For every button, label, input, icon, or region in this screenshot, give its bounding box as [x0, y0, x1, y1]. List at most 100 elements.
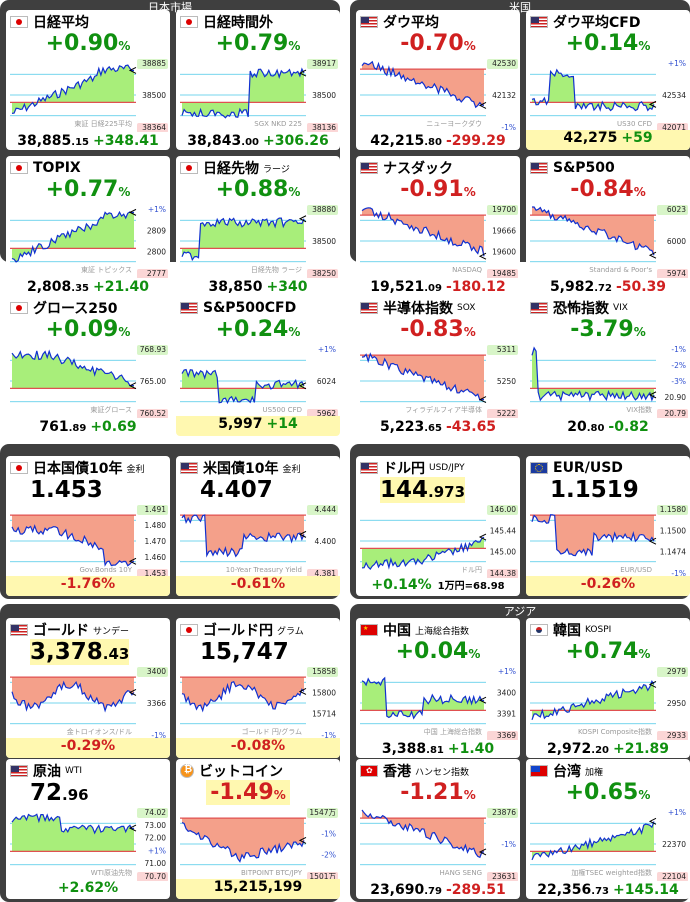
market-card-oil[interactable]: 原油 WTI 72.96 WTI原油先物 74.02 73.00 72.00 +1% 71.00…: [6, 759, 170, 899]
instrument-name: ダウ平均: [383, 15, 439, 31]
instrument-name: 原油: [33, 764, 61, 780]
percent-change: -3.79%: [526, 317, 690, 342]
intraday-chart: 東証 トピックス +1% 2809 2800 2777: [8, 204, 168, 279]
card-header: 半導体指数 SOX: [360, 299, 518, 317]
axis-label: 42530: [492, 59, 516, 68]
jp-flag-icon: [180, 162, 198, 174]
last-price: 15,215,199: [213, 879, 303, 895]
last-price: 42,275: [563, 130, 618, 146]
market-card-topix[interactable]: TOPIX +0.77% 東証 トピックス +1% 2809 2800 2777 2,808.…: [6, 156, 170, 296]
market-card-gold[interactable]: ゴールド サンデー 3,378.43 金トロイオンス/ドル 3400 3366 -1% -0.…: [6, 618, 170, 758]
point-change: -50.39: [615, 279, 667, 295]
cn-flag-icon: ★: [360, 624, 378, 636]
axis-label: 15714: [312, 710, 336, 719]
axis-label: -2%: [671, 361, 686, 370]
percent-change: +2.62%: [6, 880, 170, 896]
market-card-nikkei-ah[interactable]: 日経時間外 +0.79% SGX NKD 225 38917 38500 38136 38,…: [176, 10, 340, 150]
axis-label: 22104: [662, 872, 686, 881]
area-fill: [182, 218, 304, 260]
current-price-marker: [298, 215, 307, 223]
current-price-marker: [298, 836, 307, 844]
market-card-nasdaq[interactable]: ナスダック -0.91% NASDAQ 19700 19666 19600 19485 19,…: [356, 156, 520, 296]
axis-label: 760.52: [140, 409, 166, 418]
chart-watermark: US30 CFD: [617, 120, 652, 128]
axis-label: 3366: [147, 699, 166, 708]
percent-change: -0.26%: [526, 576, 690, 596]
instrument-subtitle: USD/JPY: [429, 463, 465, 473]
axis-label-bg: [487, 667, 518, 677]
market-card-korea[interactable]: 韓国 KOSPI +0.74% KOSPI Composite指数 2979 2950 29…: [526, 618, 690, 758]
card-header: ゴールド サンデー: [10, 621, 168, 639]
axis-label: 20.90: [665, 393, 687, 402]
market-card-hk[interactable]: ✿ 香港 ハンセン指数 -1.21% HANG SENG 23876 -1% 23631 23,…: [356, 759, 520, 899]
chart-svg: 東証グロース 768.93 765.00 760.52: [10, 345, 168, 419]
market-card-bitcoin[interactable]: ₿ ビットコイン -1.49% BITPOINT BTC/JPY 1547万 -1% -2%…: [176, 759, 340, 899]
market-card-nikkei[interactable]: 日経平均 +0.90% 東証 日経225平均 38885 38500 38364 38,88…: [6, 10, 170, 150]
market-card-eurusd[interactable]: EUR/USD 1.1519 EUR/USD 1.1580 1.1500 1.1474 -1…: [526, 456, 690, 596]
market-card-sox[interactable]: 半導体指数 SOX -0.83% フィラデルフィア半導体 5311 5250 5222 5,2…: [356, 296, 520, 436]
axis-label: 1.1580: [660, 505, 686, 514]
last-price: 38,885: [17, 133, 72, 149]
market-card-dow[interactable]: ダウ平均 -0.70% ニューヨークダウ 42530 42132 -1% 42,215.80…: [356, 10, 520, 150]
point-change: +340: [266, 279, 308, 295]
percent-unit: %: [463, 325, 476, 339]
axis-label: 73.00: [145, 821, 167, 830]
chart-svg: フィラデルフィア半導体 5311 5250 5222: [360, 345, 518, 419]
percent-change: +0.65%: [526, 780, 690, 805]
market-card-sp500[interactable]: S&P500 -0.84% Standard & Poor's 6023 6000 597…: [526, 156, 690, 296]
axis-label-bg: [657, 667, 688, 677]
axis-label: 768.93: [140, 345, 166, 354]
market-card-sp500-cfd[interactable]: S&P500CFD +0.24% US500 CFD +1% 6024 5962 5,997…: [176, 296, 340, 436]
price-row: 2,972.20 +21.89: [526, 741, 690, 757]
percent-change-value: -1.49: [210, 780, 274, 805]
axis-label-bg: [657, 269, 688, 279]
axis-label: 1.491: [145, 505, 167, 514]
market-card-china[interactable]: ★ 中国 上海総合指数 +0.04% 中国 上海総合指数 +1% 3400 3391 3369 3…: [356, 618, 520, 758]
price-line: [361, 352, 485, 401]
axis-label: 3400: [497, 688, 516, 697]
chart-watermark: KOSPI Composite指数: [578, 727, 652, 736]
card-header: S&P500CFD: [180, 299, 338, 317]
price-line: [531, 346, 655, 402]
market-card-usdjpy[interactable]: ドル円 USD/JPY 144.973 ドル円 146.00 145.44 145.00 14…: [356, 456, 520, 596]
instrument-subtitle: グラム: [277, 626, 304, 637]
eu-flag-icon: [530, 462, 548, 474]
last-price: 5,223: [379, 419, 425, 435]
percent-change-value: +0.88: [215, 177, 289, 202]
intraday-chart: 金トロイオンス/ドル 3400 3366 -1%: [8, 666, 168, 741]
axis-label: 38880: [312, 205, 336, 214]
percent-change-value: +0.14%: [371, 577, 432, 593]
instrument-name: 中国: [383, 623, 411, 639]
market-card-taiwan[interactable]: 台湾 加権 +0.65% 加権TSEC weighted指数 +1% 22370 22104…: [526, 759, 690, 899]
current-value-decimals: .96: [62, 786, 89, 804]
axis-label: 72.00: [145, 834, 167, 843]
market-card-growth[interactable]: グロース250 +0.09% 東証グロース 768.93 765.00 760.52 761…: [6, 296, 170, 436]
percent-unit: %: [633, 185, 646, 199]
price-row: 42,275 +59: [526, 130, 690, 150]
market-card-ust10[interactable]: 米国債10年 金利 4.407 10-Year Treasury Yield 4.444…: [176, 456, 340, 596]
market-card-nikkei-fut[interactable]: 日経先物 ラージ +0.88% 日経先物 ラージ 38880 38500 38250 38,8…: [176, 156, 340, 296]
market-card-gold-jpy[interactable]: ゴールド円 グラム 15,747 ゴールド 円/グラム 15858 15800 15714-…: [176, 618, 340, 758]
percent-change: +0.09%: [6, 317, 170, 342]
price-row: 20.80 -0.82: [526, 419, 690, 435]
axis-label: -1%: [151, 731, 166, 740]
market-card-jgb10[interactable]: 日本国債10年 金利 1.453 Gov.Bonds 10Y 1.491 1.480 1.4…: [6, 456, 170, 596]
chart-watermark: 加権TSEC weighted指数: [571, 868, 652, 877]
current-price-marker: [648, 817, 657, 825]
axis-label: 5222: [497, 409, 516, 418]
instrument-name: 日本国債10年: [33, 461, 123, 477]
axis-label: 38917: [312, 59, 336, 68]
current-value-main: 1.453: [30, 477, 103, 503]
market-card-vix[interactable]: 恐怖指数 VIX -3.79% VIX指数 -1% -2% -3% 20.90 20.79 20.…: [526, 296, 690, 436]
current-value: 15,747: [200, 639, 289, 665]
percent-change-value: -0.29%: [60, 738, 116, 754]
market-card-dow-cfd[interactable]: ダウ平均CFD +0.14% US30 CFD +1% 42534 42071 42,275…: [526, 10, 690, 150]
percent-change: -0.83%: [356, 317, 520, 342]
axis-label: 71.00: [145, 859, 167, 868]
percent-unit: %: [273, 788, 286, 802]
area-fill: [532, 514, 654, 556]
axis-label: 22370: [662, 840, 686, 849]
axis-label: 19700: [492, 205, 516, 214]
chart-svg: WTI原油先物 74.02 73.00 72.00 +1% 71.00 70.70: [10, 808, 168, 882]
axis-label-bg: [657, 505, 688, 515]
